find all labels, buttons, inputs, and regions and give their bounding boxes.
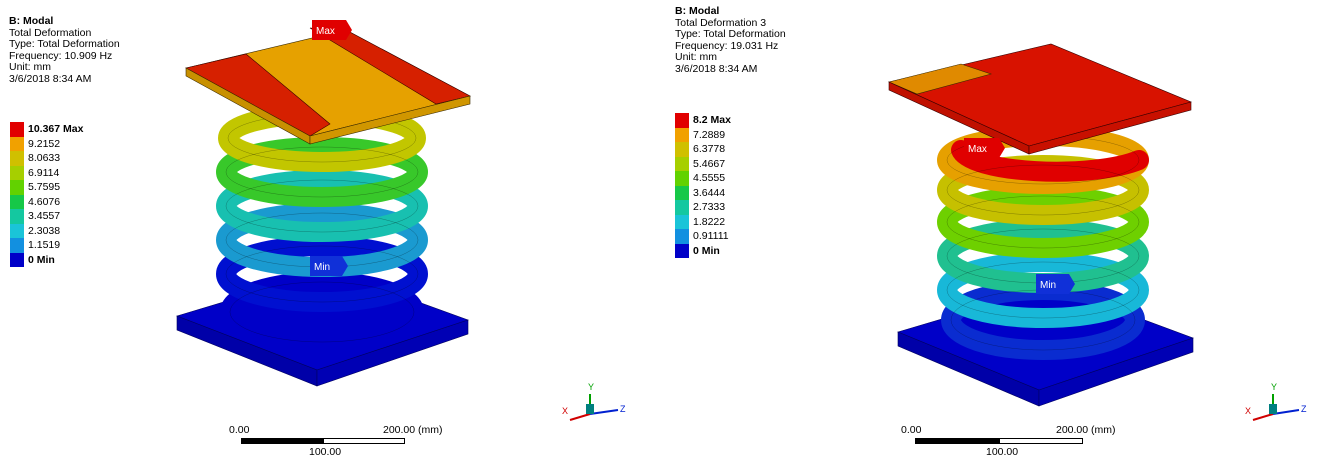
scale-bar: 0.00 200.00 (mm) 100.00 <box>229 424 469 464</box>
legend-swatch <box>675 113 689 128</box>
legend-label: 0 Min <box>28 253 55 266</box>
legend-label: 5.4667 <box>693 157 726 170</box>
legend-label: 6.3778 <box>693 143 726 155</box>
triad-z-label: Z <box>620 404 626 414</box>
result-type: Type: Total Deformation <box>9 38 120 51</box>
triad-z-label: Z <box>1301 404 1307 414</box>
result-name: Total Deformation <box>9 26 92 39</box>
result-frequency: Frequency: 19.031 Hz <box>675 39 779 52</box>
result-unit: Unit: mm <box>9 61 51 74</box>
scale-mid-label: 100.00 <box>986 446 1019 458</box>
top-plate <box>185 27 471 145</box>
legend-swatch <box>10 136 24 151</box>
legend-swatch <box>675 243 689 258</box>
analysis-title: B: Modal <box>675 5 720 17</box>
right-result-panel: B: Modal Total Deformation 3 Type: Total… <box>661 0 1322 466</box>
result-timestamp: 3/6/2018 8:34 AM <box>675 62 758 75</box>
legend-swatch <box>675 156 689 171</box>
legend-label: 8.2 Max <box>693 114 731 126</box>
legend-swatch <box>10 122 24 137</box>
legend-swatch <box>10 180 24 195</box>
result-timestamp: 3/6/2018 8:34 AM <box>9 72 92 85</box>
legend-swatch <box>10 252 24 267</box>
legend-label: 10.367 Max <box>28 123 84 135</box>
left-result-panel: B: Modal Total Deformation Type: Total D… <box>0 0 661 466</box>
scale-end-label: 200.00 (mm) <box>383 424 443 436</box>
legend-swatch <box>10 223 24 238</box>
legend-label: 3.4557 <box>28 210 61 222</box>
result-frequency: Frequency: 10.909 Hz <box>9 49 113 62</box>
legend-label: 1.1519 <box>28 239 61 251</box>
legend-label: 2.3038 <box>28 224 61 237</box>
triad-x-label: X <box>1245 406 1251 416</box>
scale-bar-dark <box>915 438 999 444</box>
max-probe-tag: Max <box>312 20 352 40</box>
legend-swatch <box>675 142 689 157</box>
legend-swatch <box>675 214 689 229</box>
scale-bar-light <box>999 438 1083 444</box>
legend-label: 0.91111 <box>693 230 729 242</box>
legend-label: 9.2152 <box>28 137 61 150</box>
legend-swatch <box>10 165 24 180</box>
legend-label: 7.2889 <box>693 128 726 141</box>
result-unit: Unit: mm <box>675 51 717 64</box>
scale-bar-dark <box>241 438 323 444</box>
legend-swatch <box>675 171 689 186</box>
legend-swatch <box>675 185 689 200</box>
triad-x-label: X <box>562 406 568 416</box>
result-type: Type: Total Deformation <box>675 28 786 41</box>
legend-label: 8.0633 <box>28 152 61 164</box>
scale-bar-light <box>323 438 405 444</box>
legend-label: 5.7595 <box>28 181 61 193</box>
legend-swatch <box>10 209 24 224</box>
legend-label: 4.6076 <box>28 195 61 208</box>
legend-label: 2.7333 <box>693 201 726 213</box>
spring-model-view[interactable]: Max Min <box>0 0 661 466</box>
analysis-title: B: Modal <box>9 15 54 27</box>
legend-label: 0 Min <box>693 244 720 257</box>
top-plate <box>888 43 1192 155</box>
legend-swatch <box>10 238 24 253</box>
legend-label: 4.5555 <box>693 172 726 184</box>
triad-y-label: Y <box>1271 382 1277 392</box>
scale-start-label: 0.00 <box>901 424 922 436</box>
legend-swatch <box>675 229 689 244</box>
max-tag-label: Max <box>968 144 987 155</box>
result-info: B: Modal Total Deformation Type: Total D… <box>9 15 120 86</box>
max-tag-label: Max <box>316 26 335 37</box>
spring-model-view[interactable]: Max Min <box>661 0 1322 466</box>
legend-swatch <box>10 151 24 166</box>
scale-mid-label: 100.00 <box>309 446 342 458</box>
min-tag-label: Min <box>314 262 330 273</box>
triad-y-label: Y <box>588 382 594 392</box>
legend-label: 3.6444 <box>693 186 726 199</box>
min-probe-tag: Min <box>310 256 348 276</box>
scale-start-label: 0.00 <box>229 424 250 436</box>
legend-label: 6.9114 <box>28 166 60 179</box>
scale-end-label: 200.00 (mm) <box>1056 424 1116 436</box>
legend-swatch <box>675 200 689 215</box>
result-info: B: Modal Total Deformation 3 Type: Total… <box>675 5 786 76</box>
legend-swatch <box>675 127 689 142</box>
min-tag-label: Min <box>1040 280 1056 291</box>
scale-bar: 0.00 200.00 (mm) 100.00 <box>901 424 1141 464</box>
axis-triad[interactable]: Y Z X <box>1243 380 1313 430</box>
legend-swatch <box>10 194 24 209</box>
min-probe-tag: Min <box>1036 274 1075 294</box>
max-probe-tag: Max <box>964 138 1005 158</box>
legend-label: 1.8222 <box>693 215 726 228</box>
result-name: Total Deformation 3 <box>675 16 767 29</box>
axis-triad[interactable]: Y Z X <box>560 380 640 430</box>
